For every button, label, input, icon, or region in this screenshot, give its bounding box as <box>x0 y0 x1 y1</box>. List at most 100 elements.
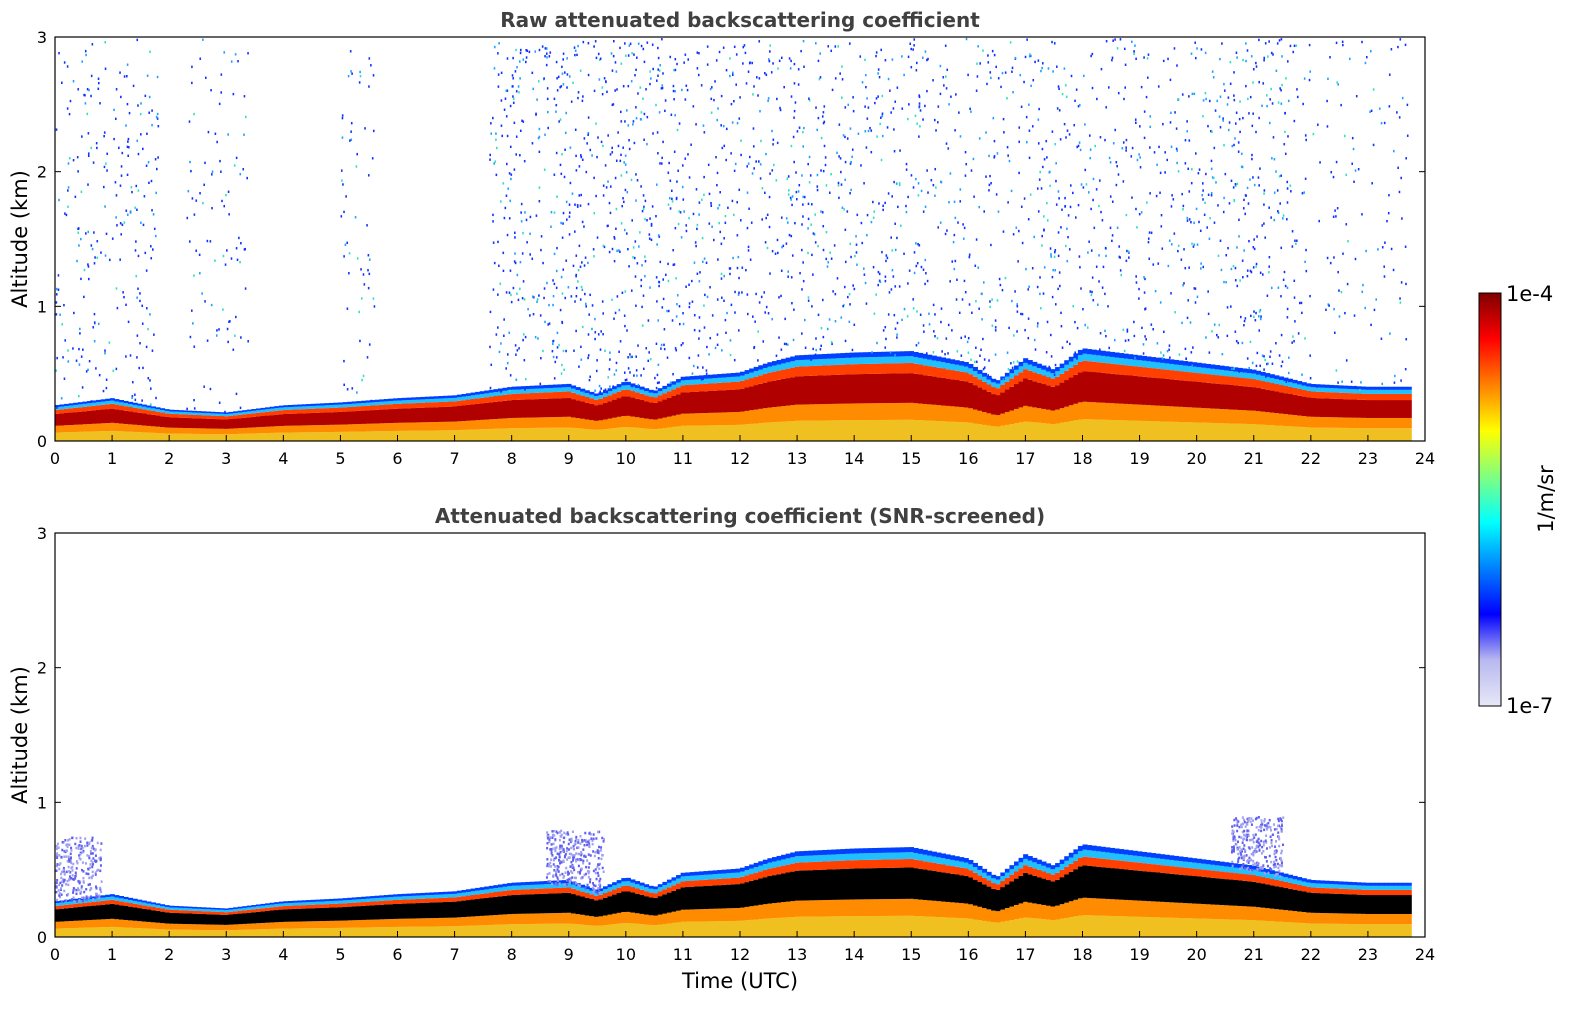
aerosol-layer-cell <box>397 430 403 441</box>
aerosol-layer-edge <box>776 359 782 365</box>
noise-pixel <box>85 53 87 57</box>
aerosol-layer-cell <box>1182 371 1189 381</box>
noise-pixel <box>1230 179 1233 182</box>
noise-pixel <box>58 51 60 55</box>
aerosol-layer-cell <box>767 422 773 441</box>
noise-pixel <box>696 272 699 275</box>
noise-pixel <box>1046 201 1048 205</box>
noise-pixel <box>532 295 534 298</box>
noise-pixel <box>819 76 822 79</box>
noise-pixel <box>1010 189 1013 193</box>
aerosol-layer-cell <box>397 403 403 409</box>
noise-pixel <box>1268 40 1270 43</box>
noise-pixel <box>608 368 611 371</box>
noise-pixel <box>1281 83 1283 87</box>
noise-pixel <box>628 265 630 268</box>
noise-pixel <box>669 207 672 210</box>
noise-pixel <box>1400 281 1403 284</box>
aerosol-layer-cell <box>484 429 490 441</box>
noise-pixel <box>596 236 599 239</box>
aerosol-layer-cell <box>735 424 741 441</box>
noise-pixel <box>724 318 727 322</box>
aerosol-layer-edge <box>228 907 234 910</box>
noise-pixel <box>137 189 140 192</box>
aerosol-layer-cell <box>219 419 225 429</box>
noise-pixel <box>1263 56 1266 60</box>
x-tick-label: 20 <box>1186 449 1206 468</box>
noise-pixel <box>611 69 614 72</box>
noise-pixel <box>787 270 790 273</box>
noise-pixel <box>882 329 885 332</box>
aerosol-layer-cell <box>86 899 93 903</box>
noise-pixel <box>1278 39 1281 42</box>
aerosol-layer-cell <box>228 909 234 912</box>
aerosol-layer-cell <box>525 417 531 429</box>
aerosol-layer-cell <box>913 363 919 374</box>
noise-pixel <box>55 369 58 372</box>
noise-pixel <box>816 188 819 192</box>
noise-pixel <box>974 360 976 364</box>
aerosol-layer-cell <box>274 408 280 411</box>
aerosol-layer-cell <box>86 906 93 921</box>
noise-pixel <box>1108 86 1110 89</box>
noise-pixel <box>1336 207 1339 210</box>
aerosol-layer-cell <box>918 403 924 421</box>
aerosol-layer-cell <box>447 401 453 407</box>
aerosol-layer-cell <box>603 419 609 430</box>
aerosol-layer-cell <box>995 383 1001 389</box>
noise-pixel <box>1053 373 1056 376</box>
noise-pixel <box>55 293 58 296</box>
noise-pixel <box>85 232 87 235</box>
aerosol-layer-cell <box>82 902 88 907</box>
noise-pixel <box>67 349 69 352</box>
aerosol-layer-cell <box>575 428 581 441</box>
aerosol-layer-cell <box>73 903 79 908</box>
aerosol-layer-cell <box>1000 392 1006 414</box>
noise-pixel <box>134 398 137 402</box>
noise-pixel <box>635 304 637 307</box>
noise-pixel <box>866 213 869 217</box>
noise-pixel <box>684 98 687 101</box>
noise-pixel <box>738 291 740 294</box>
aerosol-layer-cell <box>146 432 152 441</box>
aerosol-layer-cell <box>534 399 540 418</box>
noise-pixel <box>191 309 193 312</box>
aerosol-layer-cell <box>150 910 156 923</box>
aerosol-layer-cell <box>187 908 193 911</box>
aerosol-layer-cell <box>214 434 220 441</box>
noise-pixel <box>1176 161 1178 165</box>
noise-pixel <box>634 275 637 278</box>
aerosol-layer-cell <box>123 403 129 407</box>
noise-pixel <box>661 84 664 87</box>
noise-pixel <box>849 242 852 246</box>
noise-pixel <box>949 280 951 283</box>
aerosol-layer-edge <box>749 368 755 373</box>
noise-pixel <box>989 71 992 74</box>
aerosol-layer-cell <box>237 414 243 419</box>
noise-pixel <box>1201 193 1204 197</box>
aerosol-layer-cell <box>991 394 997 415</box>
aerosol-layer-cell <box>621 396 627 416</box>
aerosol-layer-cell <box>86 920 93 928</box>
aerosol-layer-cell <box>392 403 398 409</box>
noise-pixel <box>141 147 144 151</box>
noise-pixel <box>595 122 597 125</box>
noise-pixel <box>1076 326 1079 330</box>
noise-pixel <box>688 302 691 305</box>
aerosol-layer-cell <box>1319 398 1326 418</box>
noise-pixel <box>607 224 609 228</box>
noise-pixel <box>582 95 584 98</box>
aerosol-layer-edge <box>178 410 184 412</box>
noise-pixel <box>1359 388 1361 392</box>
noise-pixel <box>1135 281 1138 284</box>
noise-pixel <box>564 148 566 151</box>
noise-pixel <box>1397 166 1399 170</box>
noise-pixel <box>920 265 923 269</box>
aerosol-layer-cell <box>114 897 120 901</box>
noise-pixel <box>1268 121 1271 125</box>
noise-pixel <box>1251 153 1253 157</box>
aerosol-layer-edge <box>1256 370 1262 375</box>
aerosol-layer-cell <box>55 928 61 937</box>
aerosol-layer-cell <box>242 907 248 911</box>
noise-pixel <box>881 114 884 118</box>
